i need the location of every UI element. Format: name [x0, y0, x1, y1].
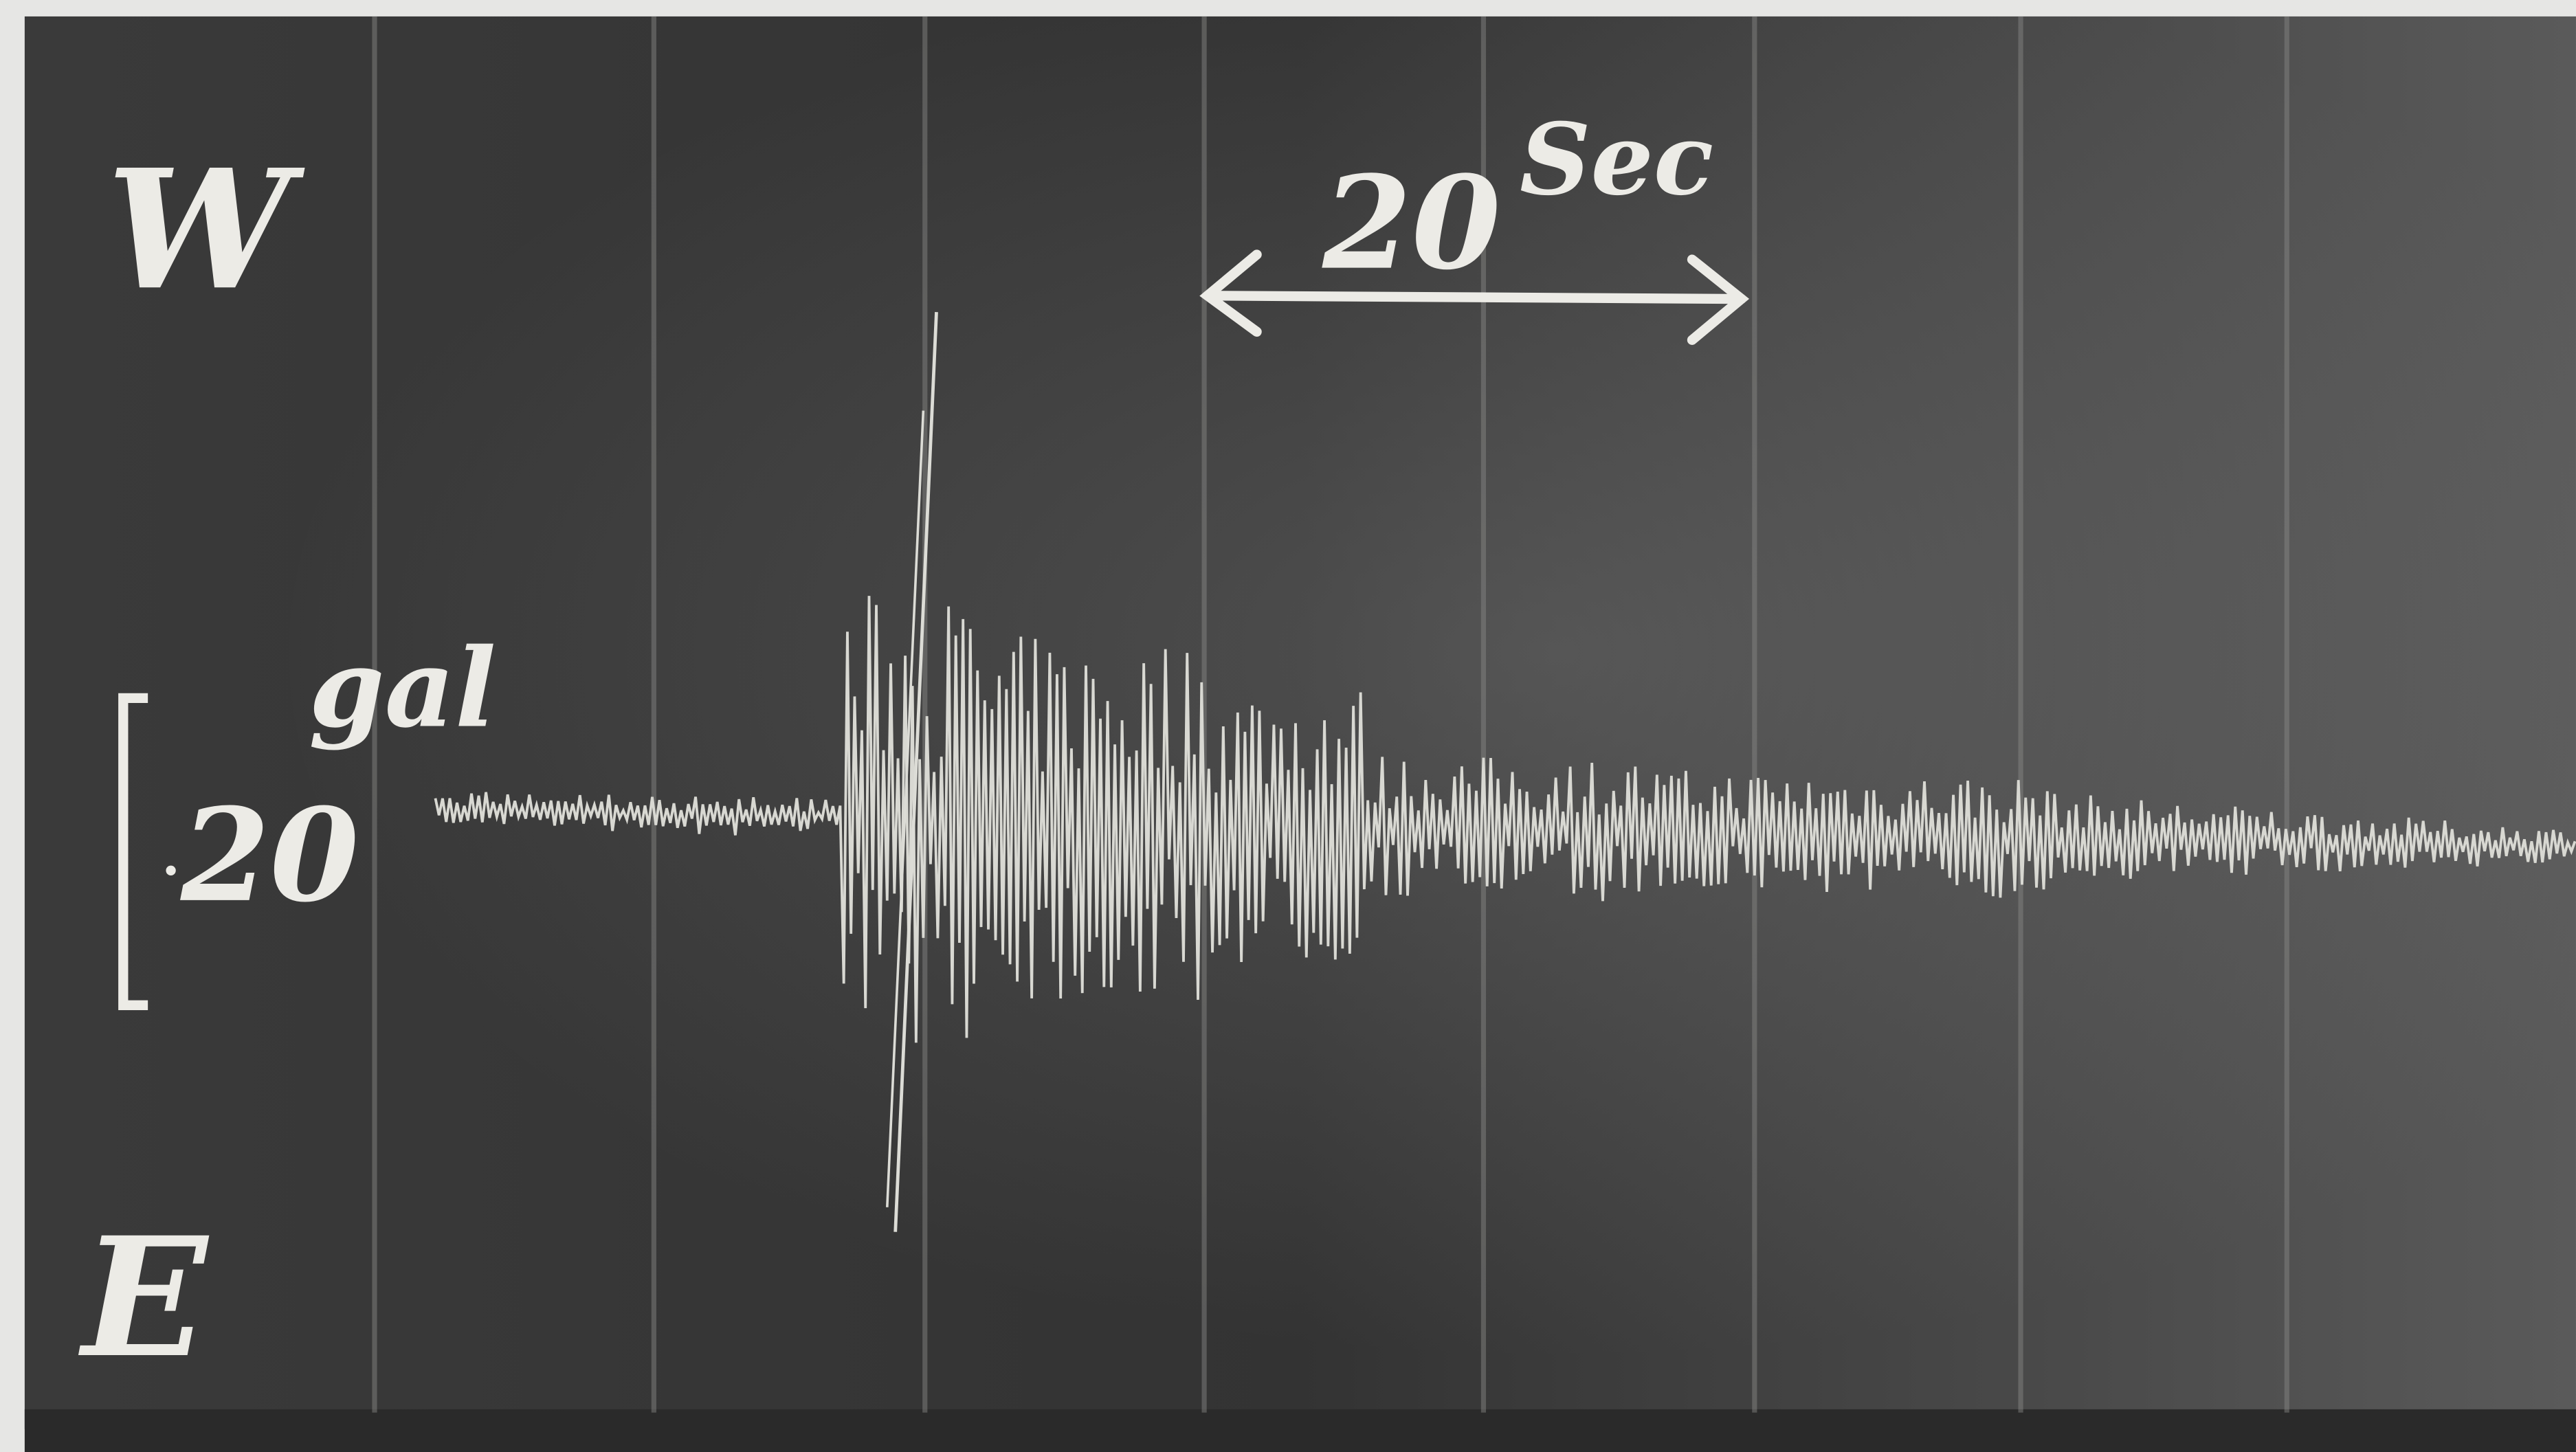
time-scale-unit: Sec — [1520, 101, 1713, 217]
west-label: W — [107, 134, 305, 326]
waveform-spike — [893, 312, 938, 1232]
waveform-trace — [434, 596, 2576, 1043]
time-scale-value: 20 — [1322, 148, 1500, 298]
amplitude-unit: gal — [309, 625, 496, 752]
time-marks — [372, 16, 2289, 1413]
waveform — [434, 312, 2576, 1232]
time-scale-arrow — [1199, 249, 1750, 345]
record-glow — [24, 16, 2576, 1429]
bottom-strip — [24, 1409, 2576, 1452]
waveform-spike — [885, 410, 925, 1207]
amplitude-dot — [166, 865, 176, 876]
east-label: E — [78, 1202, 210, 1394]
amplitude-value: 20 — [180, 780, 359, 930]
amplitude-bracket — [118, 693, 148, 1011]
